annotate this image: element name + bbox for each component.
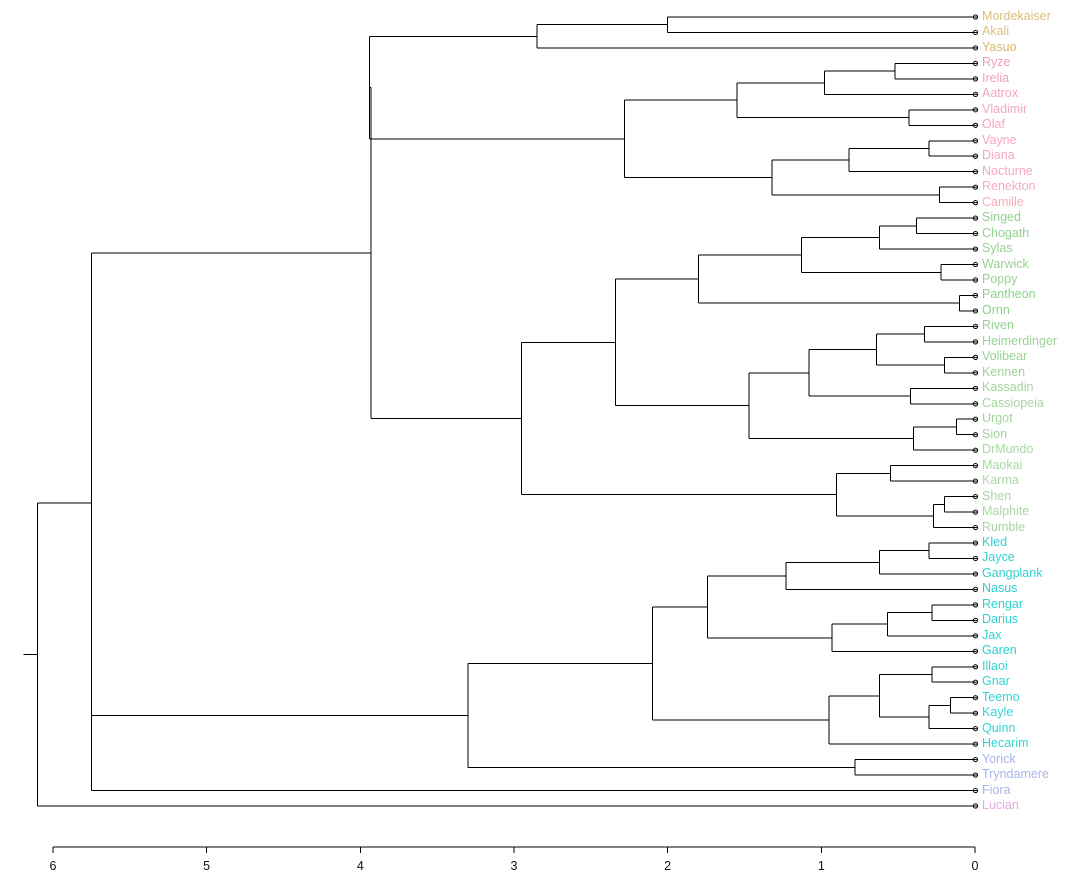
- leaf-label: Sylas: [982, 241, 1013, 256]
- leaf-label: Kennen: [982, 364, 1026, 379]
- leaf-label: Tryndamere: [982, 767, 1049, 782]
- leaf-label: Nocturne: [982, 163, 1033, 178]
- leaf-label: Shen: [982, 488, 1012, 503]
- axis-tick-label: 3: [510, 859, 518, 873]
- leaf-label: Kayle: [982, 705, 1014, 720]
- leaf-label: Malphite: [982, 504, 1030, 519]
- leaf-label: Aatrox: [982, 86, 1019, 101]
- axis-tick-label: 6: [49, 859, 57, 873]
- leaf-label: Lucian: [982, 798, 1019, 812]
- axis-tick-label: 5: [203, 859, 211, 873]
- leaf-label: Mordekaiser: [982, 9, 1051, 23]
- leaf-label: Warwick: [982, 256, 1029, 271]
- leaf-label: Ryze: [982, 55, 1011, 70]
- leaf-label: Volibear: [982, 349, 1028, 364]
- axis-tick-label: 1: [817, 859, 825, 873]
- leaf-label: Sion: [982, 426, 1008, 441]
- leaf-label: Teemo: [982, 689, 1020, 704]
- leaf-label: Nasus: [982, 581, 1018, 596]
- leaf-label: Rumble: [982, 519, 1026, 534]
- leaf-label: Jayce: [982, 550, 1015, 565]
- leaf-label: Ornn: [982, 302, 1010, 317]
- leaf-label: Garen: [982, 643, 1017, 658]
- axis-tick-label: 0: [971, 859, 979, 873]
- leaf-label: Vayne: [982, 132, 1017, 147]
- leaf-label: Yasuo: [982, 39, 1017, 54]
- leaf-label: Gangplank: [982, 565, 1043, 580]
- leaf-label: Diana: [982, 148, 1015, 163]
- leaf-label: Jax: [982, 627, 1002, 642]
- leaf-label: Camille: [982, 194, 1024, 209]
- leaf-label: Urgot: [982, 411, 1013, 426]
- leaf-label: Olaf: [982, 117, 1005, 132]
- leaf-label: Kled: [982, 535, 1008, 549]
- axis-tick-label: 4: [356, 859, 364, 873]
- leaf-label: Vladimir: [982, 101, 1028, 116]
- leaf-label: Rengar: [982, 596, 1023, 611]
- leaf-label: Irelia: [982, 70, 1010, 85]
- leaf-label: Quinn: [982, 720, 1016, 735]
- leaf-label: Karma: [982, 473, 1019, 488]
- leaf-label: Heimerdinger: [982, 333, 1058, 348]
- leaf-label: Hecarim: [982, 736, 1029, 751]
- leaf-label: Yorick: [982, 751, 1016, 766]
- axis-tick-label: 2: [664, 859, 672, 873]
- leaf-label: Gnar: [982, 674, 1010, 689]
- leaf-label: Cassiopeia: [982, 395, 1044, 410]
- leaf-label: Pantheon: [982, 287, 1036, 302]
- leaf-label: DrMundo: [982, 442, 1034, 457]
- leaf-label: Illaoi: [982, 658, 1008, 673]
- leaf-label: Poppy: [982, 272, 1018, 286]
- leaf-label: Singed: [982, 210, 1021, 225]
- leaf-label: Chogath: [982, 225, 1030, 240]
- leaf-label: Renekton: [982, 179, 1036, 194]
- leaf-label: Kassadin: [982, 380, 1034, 395]
- leaf-label: Fiora: [982, 782, 1011, 797]
- leaf-label: Akali: [982, 24, 1010, 39]
- leaf-label: Riven: [982, 318, 1014, 333]
- leaf-label: Maokai: [982, 457, 1023, 472]
- leaf-label: Darius: [982, 612, 1019, 627]
